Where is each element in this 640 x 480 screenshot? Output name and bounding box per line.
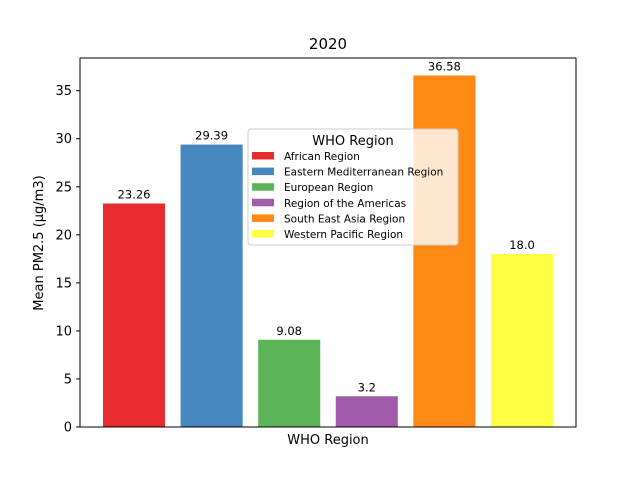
bar [102,203,166,427]
y-tick-label: 15 [55,276,72,291]
legend-swatch [252,198,274,207]
chart-title: 2020 [309,35,347,53]
x-axis-title: WHO Region [287,433,369,448]
legend-swatch [252,167,274,176]
legend-entry: European Region [284,182,373,194]
y-tick-label: 5 [64,372,72,387]
y-tick-label: 30 [55,132,72,147]
data-label: 29.39 [195,129,228,143]
legend-entry: Western Pacific Region [284,229,403,241]
plot-frame [79,57,577,428]
y-tick-label: 25 [55,180,72,195]
y-tick-label: 10 [55,324,72,339]
data-label: 36.58 [428,59,461,73]
y-tick-label: 20 [55,228,72,243]
legend: WHO Region African Region Eastern Mediter… [247,128,459,246]
bar [490,254,554,427]
legend-swatch [252,214,274,222]
y-axis: 0 5 10 15 20 25 30 35 [55,84,80,436]
legend-swatch [252,230,274,238]
data-label: 3.2 [358,380,376,394]
legend-entry: African Region [284,151,360,163]
legend-swatch [252,183,274,191]
bar [180,144,243,427]
legend-box [247,128,459,246]
bar [335,396,398,427]
legend-entry: Region of the Americas [284,198,406,210]
legend-swatch [252,152,274,160]
legend-title: WHO Region [312,134,394,149]
bar [258,339,321,427]
y-axis-title: Mean PM2.5 (μg/m3) [32,175,47,310]
legend-entry: Eastern Mediterranean Region [284,167,443,179]
data-label: 23.26 [118,187,151,201]
data-label: 9.08 [276,324,302,338]
y-tick-label: 35 [55,84,72,99]
data-labels-layer: 23.26 29.39 9.08 3.2 36.58 18.0 [118,59,535,394]
bars-layer [102,75,554,428]
bar [413,75,476,428]
data-label: 18.0 [509,238,535,252]
y-tick-label: 0 [64,421,72,436]
legend-entry: South East Asia Region [284,213,405,225]
